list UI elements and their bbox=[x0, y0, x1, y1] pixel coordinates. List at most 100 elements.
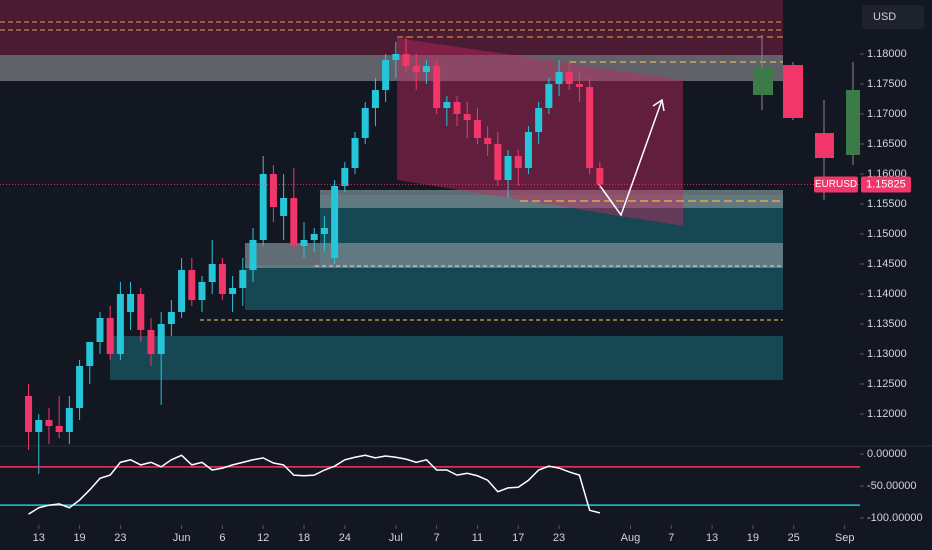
x-tick-label: 25 bbox=[788, 532, 800, 544]
candle-body bbox=[494, 144, 502, 180]
projection-arrow bbox=[597, 99, 663, 217]
candle-body bbox=[463, 114, 471, 120]
candle-body bbox=[443, 102, 451, 108]
y-tick-label: 1.15000 bbox=[867, 228, 907, 240]
candle-body bbox=[249, 240, 257, 270]
candle-body bbox=[310, 234, 318, 240]
candle-body bbox=[106, 318, 114, 354]
candle-body bbox=[259, 174, 267, 240]
demand-zone bbox=[245, 265, 783, 310]
y-tick-label: 1.17000 bbox=[867, 108, 907, 120]
supply-zone bbox=[0, 0, 783, 55]
resistance-band bbox=[0, 55, 783, 81]
candle-body bbox=[555, 72, 563, 84]
candle-body bbox=[167, 312, 175, 324]
candle-body bbox=[269, 174, 277, 207]
candle-body bbox=[96, 318, 104, 342]
candle-body bbox=[351, 138, 359, 168]
y-tick-label: 1.14500 bbox=[867, 258, 907, 270]
x-tick-label: 23 bbox=[553, 532, 565, 544]
candle-body bbox=[484, 138, 492, 144]
candle-body bbox=[586, 87, 594, 168]
candle-body bbox=[137, 294, 145, 330]
arrow-head bbox=[652, 98, 665, 112]
candle-body bbox=[55, 426, 63, 432]
y-tick-label: 1.13000 bbox=[867, 348, 907, 360]
candle-body bbox=[229, 288, 237, 294]
candle-body bbox=[524, 132, 532, 168]
currency[interactable]: USD bbox=[873, 11, 896, 23]
y-tick-label: 0.00000 bbox=[867, 448, 907, 460]
candle-body bbox=[239, 270, 247, 288]
x-tick-label: 6 bbox=[219, 532, 225, 544]
candle-body bbox=[45, 420, 53, 426]
y-tick-label: 1.13500 bbox=[867, 318, 907, 330]
candle-body bbox=[575, 84, 583, 87]
x-tick-label: 18 bbox=[298, 532, 310, 544]
candle-body bbox=[300, 240, 308, 246]
candle-body bbox=[116, 294, 124, 354]
candle-body bbox=[341, 168, 349, 186]
candle-body bbox=[596, 168, 604, 185]
candle-body bbox=[157, 324, 165, 354]
candle-body bbox=[433, 66, 441, 108]
x-tick-label: 7 bbox=[434, 532, 440, 544]
y-tick-label: 1.18000 bbox=[867, 48, 907, 60]
candle-body bbox=[371, 90, 379, 108]
candle-body bbox=[86, 342, 94, 366]
candle-body bbox=[290, 198, 298, 246]
candle-body bbox=[545, 84, 553, 108]
currency-button[interactable] bbox=[862, 5, 924, 29]
x-tick-label: Aug bbox=[621, 532, 641, 544]
y-tick-label: 1.14000 bbox=[867, 288, 907, 300]
candle-body bbox=[198, 282, 206, 300]
candle-body bbox=[218, 264, 226, 294]
candle-body bbox=[535, 108, 543, 132]
oscillator-line bbox=[28, 454, 601, 515]
candle-body bbox=[127, 294, 135, 312]
candle-body bbox=[382, 60, 390, 90]
x-tick-label: 13 bbox=[33, 532, 45, 544]
symbol-label: EURUSD bbox=[815, 179, 857, 190]
candle-body bbox=[422, 66, 430, 72]
candle-body bbox=[35, 420, 43, 432]
candle-body bbox=[320, 228, 328, 234]
projection-candle bbox=[753, 68, 773, 95]
x-tick-label: 24 bbox=[339, 532, 351, 544]
candle-body bbox=[514, 156, 522, 168]
x-tick-label: 19 bbox=[73, 532, 85, 544]
y-tick-label: -50.00000 bbox=[867, 480, 917, 492]
x-tick-label: Jul bbox=[389, 532, 403, 544]
x-tick-label: 23 bbox=[114, 532, 126, 544]
projection-candle bbox=[783, 65, 803, 118]
y-tick-label: 1.15500 bbox=[867, 198, 907, 210]
candle-body bbox=[147, 330, 155, 354]
candle-body bbox=[361, 108, 369, 138]
support-band bbox=[320, 190, 783, 208]
projection-candle bbox=[846, 90, 860, 155]
y-tick-label: 1.17500 bbox=[867, 78, 907, 90]
candle-body bbox=[392, 54, 400, 60]
y-tick-label: 1.12000 bbox=[867, 408, 907, 420]
candle-body bbox=[473, 120, 481, 138]
support-band bbox=[245, 243, 783, 268]
candle-body bbox=[178, 270, 186, 312]
candle-body bbox=[65, 408, 73, 432]
candle-body bbox=[565, 72, 573, 84]
candle-body bbox=[402, 54, 410, 66]
price-label: 1.15825 bbox=[866, 178, 906, 190]
demand-zone bbox=[110, 336, 783, 380]
x-tick-label: Sep bbox=[835, 532, 855, 544]
x-tick-label: 13 bbox=[706, 532, 718, 544]
projection-candle bbox=[815, 133, 834, 158]
y-tick-label: 1.12500 bbox=[867, 378, 907, 390]
x-tick-label: 19 bbox=[747, 532, 759, 544]
x-tick-label: 12 bbox=[257, 532, 269, 544]
candle-body bbox=[412, 66, 420, 72]
candle-body bbox=[25, 396, 33, 432]
candle-body bbox=[208, 264, 216, 282]
price-badge bbox=[861, 176, 911, 193]
candle-body bbox=[280, 198, 288, 216]
